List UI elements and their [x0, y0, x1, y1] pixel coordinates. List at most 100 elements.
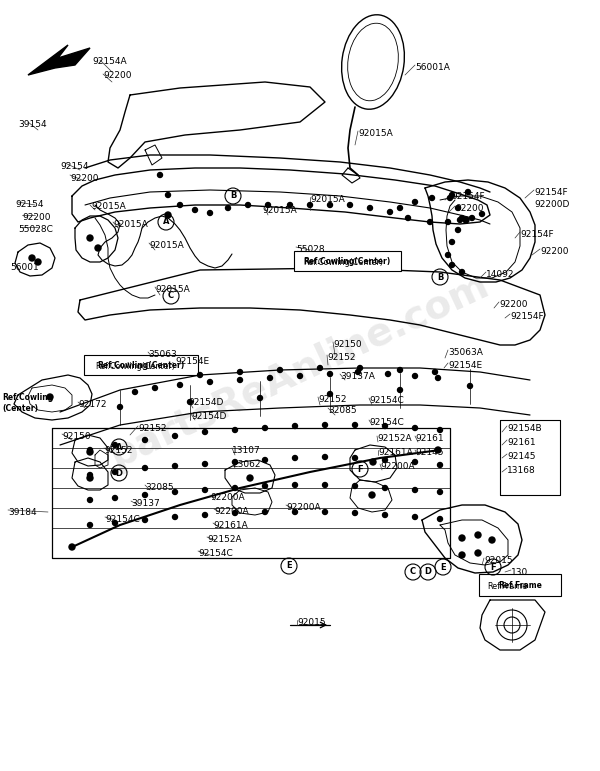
Circle shape — [353, 510, 358, 516]
Circle shape — [263, 457, 268, 463]
Circle shape — [413, 514, 418, 520]
Text: E: E — [286, 561, 292, 571]
Circle shape — [367, 206, 373, 210]
FancyBboxPatch shape — [84, 355, 198, 375]
Circle shape — [475, 532, 481, 538]
Text: 92154F: 92154F — [510, 312, 544, 321]
Text: 92015A: 92015A — [91, 202, 126, 211]
Circle shape — [435, 447, 441, 453]
Text: 92154C: 92154C — [369, 418, 404, 427]
Circle shape — [166, 193, 170, 197]
Text: B: B — [437, 272, 443, 281]
Circle shape — [383, 457, 388, 463]
Circle shape — [437, 490, 443, 494]
Text: 92154E: 92154E — [448, 361, 482, 370]
Text: 35063: 35063 — [148, 350, 177, 359]
Polygon shape — [28, 45, 90, 75]
Circle shape — [113, 443, 118, 447]
Text: 92152A: 92152A — [207, 535, 242, 544]
Text: 92015: 92015 — [297, 618, 326, 627]
Text: 13168: 13168 — [507, 466, 536, 475]
Text: 92150: 92150 — [62, 432, 91, 441]
Circle shape — [388, 210, 392, 214]
Circle shape — [458, 217, 463, 223]
Text: 92015A: 92015A — [262, 206, 297, 215]
Circle shape — [173, 514, 178, 520]
Text: A: A — [163, 217, 169, 227]
Text: 92200: 92200 — [103, 71, 131, 80]
Text: 92154F: 92154F — [520, 230, 554, 239]
Text: 92172: 92172 — [78, 400, 107, 409]
Text: 92200A: 92200A — [214, 507, 248, 516]
Text: 92161A: 92161A — [378, 448, 413, 457]
Text: 56001A: 56001A — [415, 63, 450, 72]
Text: 39137: 39137 — [131, 499, 160, 508]
Circle shape — [449, 193, 455, 197]
Circle shape — [437, 463, 443, 467]
Circle shape — [437, 427, 443, 433]
Circle shape — [489, 537, 495, 543]
Circle shape — [263, 483, 268, 489]
Circle shape — [328, 392, 332, 396]
Circle shape — [208, 210, 212, 216]
Circle shape — [245, 203, 251, 207]
Text: 92015A: 92015A — [113, 220, 148, 229]
Circle shape — [328, 203, 332, 207]
Circle shape — [293, 423, 298, 429]
Text: 39154: 39154 — [18, 120, 47, 129]
Circle shape — [143, 437, 148, 443]
Text: 92154: 92154 — [15, 200, 44, 209]
Circle shape — [317, 365, 323, 371]
Circle shape — [87, 475, 93, 481]
Text: 92145: 92145 — [507, 452, 536, 461]
Text: Ref.Frame: Ref.Frame — [498, 581, 542, 590]
Text: 39184: 39184 — [8, 508, 37, 517]
Text: 92154F: 92154F — [534, 188, 568, 197]
Circle shape — [459, 535, 465, 541]
Text: 55028: 55028 — [296, 245, 325, 254]
Circle shape — [308, 203, 313, 207]
Text: 92154D: 92154D — [191, 412, 226, 421]
Text: C: C — [168, 291, 174, 301]
Circle shape — [353, 483, 358, 489]
Text: F: F — [490, 563, 496, 571]
Text: 92154E: 92154E — [175, 357, 209, 366]
Text: Ref.Cowling(Center): Ref.Cowling(Center) — [303, 258, 383, 267]
Text: 92200: 92200 — [499, 300, 527, 309]
Circle shape — [29, 255, 35, 261]
Circle shape — [455, 227, 461, 233]
Text: 92154: 92154 — [60, 162, 89, 171]
Text: Ref.Frame: Ref.Frame — [487, 582, 527, 591]
Text: B: B — [230, 191, 236, 200]
Text: 39137A: 39137A — [340, 372, 375, 381]
Circle shape — [88, 523, 92, 527]
Circle shape — [323, 510, 328, 514]
Text: 92015A: 92015A — [155, 285, 190, 294]
Circle shape — [383, 423, 388, 429]
Circle shape — [293, 456, 298, 460]
Text: 92152A: 92152A — [377, 434, 412, 443]
Text: 35063A: 35063A — [448, 348, 483, 357]
Circle shape — [370, 459, 376, 465]
Text: 92145: 92145 — [415, 448, 443, 457]
Circle shape — [173, 463, 178, 469]
Circle shape — [427, 220, 433, 224]
Text: 92154C: 92154C — [198, 549, 233, 558]
Circle shape — [203, 462, 208, 466]
Text: 23062: 23062 — [232, 460, 260, 469]
Circle shape — [203, 429, 208, 435]
Text: 92161A: 92161A — [213, 521, 248, 530]
Text: 92015A: 92015A — [358, 129, 393, 138]
Circle shape — [323, 483, 328, 487]
Circle shape — [445, 252, 451, 258]
Circle shape — [413, 373, 418, 379]
Circle shape — [433, 369, 437, 375]
Circle shape — [466, 190, 470, 194]
Circle shape — [238, 369, 242, 375]
Circle shape — [449, 262, 455, 268]
Circle shape — [323, 423, 328, 427]
Circle shape — [203, 513, 208, 517]
Circle shape — [455, 206, 461, 210]
Circle shape — [133, 389, 137, 395]
Circle shape — [449, 240, 455, 244]
